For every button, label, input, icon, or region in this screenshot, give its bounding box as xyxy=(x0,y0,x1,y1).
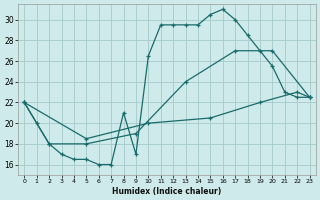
X-axis label: Humidex (Indice chaleur): Humidex (Indice chaleur) xyxy=(112,187,221,196)
